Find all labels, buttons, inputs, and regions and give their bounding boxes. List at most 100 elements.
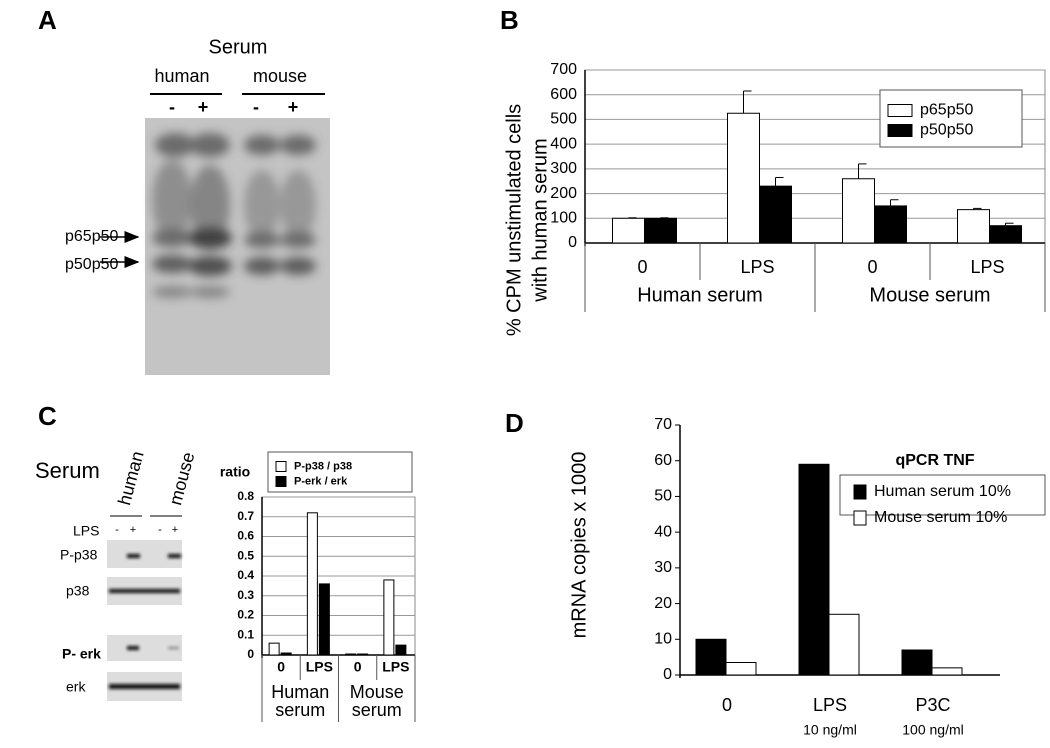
panel-letter: A [38, 5, 57, 35]
panel-letter: B [500, 5, 519, 35]
error-bar [858, 163, 867, 179]
group-label: Human serum [637, 284, 763, 306]
bar [798, 463, 830, 676]
legend-box [879, 89, 1023, 148]
y-axis-label: % CPM unstimulated cells [503, 104, 525, 336]
y-tick-label: 30 [654, 559, 672, 576]
blot-group: mouse [165, 450, 198, 507]
lane-label: + [198, 97, 209, 117]
gel-group: mouse [253, 66, 307, 86]
y-tick-label: 40 [654, 523, 672, 540]
bar [318, 583, 330, 656]
panel-letter: D [505, 408, 524, 438]
error-bar [973, 207, 982, 210]
band-label: p65p50 [65, 228, 118, 245]
x-tick-label: 0 [867, 257, 877, 277]
y-tick-label: 700 [550, 61, 577, 78]
blot-image [107, 540, 182, 701]
x-tick-label: 0 [354, 659, 362, 675]
bar [644, 217, 677, 244]
error-bar [1005, 222, 1014, 226]
y-tick-label: 60 [654, 452, 672, 469]
legend-label: P-erk / erk [294, 475, 348, 487]
error-bar [743, 90, 752, 114]
x-tick-label: 0 [637, 257, 647, 277]
y-tick-label: 70 [654, 416, 672, 433]
bar [725, 662, 757, 676]
y-tick-label: 0.7 [237, 509, 254, 523]
x-tick-label: LPS [740, 257, 774, 277]
x-tick-label: 0 [722, 695, 732, 715]
x-tick-label: 0 [277, 659, 285, 675]
y-tick-label: 600 [550, 86, 577, 103]
legend-box [267, 451, 413, 493]
legend-swatch [887, 104, 913, 117]
blot-group: human [114, 449, 148, 507]
legend-label: Human serum 10% [874, 483, 1011, 500]
y-tick-label: 0 [568, 234, 577, 251]
legend-box [839, 474, 1046, 516]
lane-label: - [169, 97, 175, 117]
legend-swatch [853, 510, 867, 526]
bar [828, 613, 860, 676]
y-tick-label: 10 [654, 631, 672, 648]
legend-label: Mouse serum 10% [874, 509, 1007, 526]
x-tick-label: LPS [382, 659, 409, 675]
x-tick-sublabel: 100 ng/ml [902, 722, 963, 738]
chart-title: qPCR TNF [895, 452, 974, 469]
bar [395, 644, 407, 656]
x-tick-label: LPS [306, 659, 333, 675]
error-bar [775, 177, 784, 187]
lane-label: + [172, 524, 178, 536]
bar [901, 649, 933, 676]
y-tick-label: 0.6 [237, 529, 254, 543]
x-tick-sublabel: 10 ng/ml [803, 722, 857, 738]
bar [957, 209, 990, 244]
group-label-box: Mouse serum [349, 683, 404, 720]
group-label: Mouse serum [349, 683, 404, 720]
lane-label: - [158, 524, 162, 536]
y-tick-label: 0 [663, 666, 672, 683]
gel-image [145, 118, 330, 375]
gel-title: Serum [209, 36, 268, 58]
bar [280, 652, 292, 656]
blot-treatment: LPS [73, 523, 99, 539]
y-tick-label: 400 [550, 135, 577, 152]
bar [931, 667, 963, 676]
legend-label: P-p38 / p38 [294, 460, 352, 472]
band-label: p50p50 [65, 256, 118, 273]
y-tick-label: 0.4 [237, 568, 254, 582]
y-tick-label: 500 [550, 111, 577, 128]
bar [383, 579, 395, 656]
bar [759, 185, 792, 244]
error-bar [890, 199, 899, 206]
bar [306, 512, 318, 656]
gel-group: human [154, 66, 209, 86]
y-tick-label: 0.5 [237, 548, 254, 562]
y-tick-label: 0.1 [237, 627, 254, 641]
bar [612, 217, 645, 244]
y-tick-label: 0.3 [237, 588, 254, 602]
group-label-box: Human serum [271, 683, 329, 719]
lane-label: - [115, 524, 119, 536]
lane-label: + [288, 97, 299, 117]
bar [345, 653, 357, 656]
blot-row-label: p38 [66, 583, 90, 599]
panel-letter: C [38, 401, 57, 431]
y-tick-label: 300 [550, 160, 577, 177]
legend-swatch [275, 476, 287, 487]
y-axis-label: ratio [220, 464, 250, 480]
blot-row-label: P- erk [62, 646, 101, 662]
lane-label: + [130, 524, 136, 536]
bar [695, 638, 727, 676]
x-tick-label: LPS [813, 695, 847, 715]
y-tick-label: 20 [654, 595, 672, 612]
y-axis-label: with human serum [529, 138, 551, 302]
legend-swatch [275, 461, 287, 472]
y-tick-label: 50 [654, 488, 672, 505]
legend-swatch [853, 484, 867, 500]
blot-row-label: P-p38 [60, 547, 98, 563]
y-tick-label: 0.2 [237, 608, 254, 622]
